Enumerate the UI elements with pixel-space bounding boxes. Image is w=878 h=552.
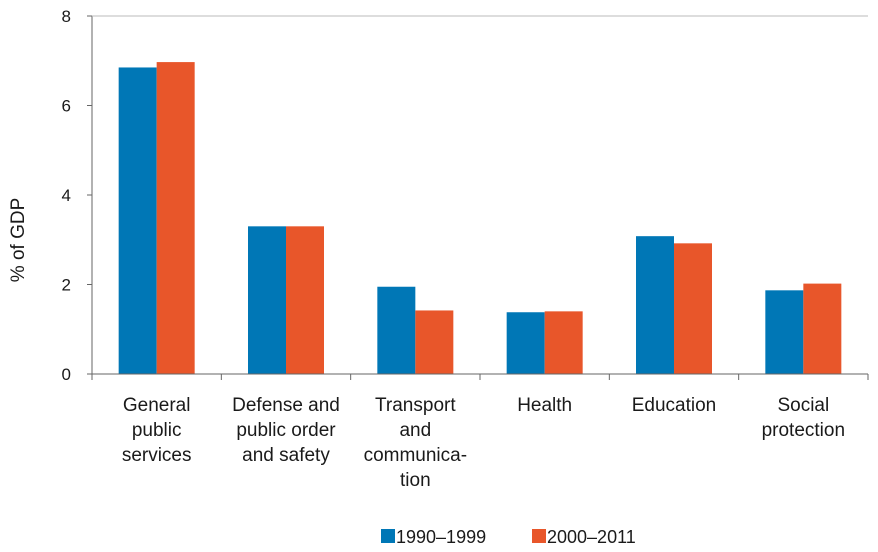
bar [636,236,674,374]
legend-label: 1990–1999 [396,527,486,547]
x-category-label: Defense and public order and safety [232,395,340,466]
bar [118,67,157,375]
bar [286,226,324,374]
y-axis-title: % of GDP [8,198,29,282]
legend-swatch [532,529,546,543]
x-category-label: Social protection [762,395,845,441]
category-labels: General public services Defense and public o… [122,395,845,491]
legend: 1990–1999 2000–2011 [381,527,636,547]
axes [91,15,869,380]
bars [118,62,842,375]
y-axis-ticks: 0 2 4 6 8 [62,7,92,384]
bar [765,290,804,374]
x-category-label: General public services [122,395,192,466]
bar [674,243,712,374]
bar [803,283,842,374]
y-tick-label: 6 [62,97,71,116]
bar [156,62,195,374]
y-tick-label: 0 [62,365,71,384]
legend-label: 2000–2011 [547,527,636,547]
bar [415,310,454,374]
bar [248,226,286,374]
bar [506,312,545,374]
y-tick-label: 2 [62,276,71,295]
x-category-label: Education [632,395,717,416]
x-category-label: Health [517,395,572,416]
y-tick-label: 4 [62,186,71,205]
x-category-label: Transport and communica-tion [364,395,467,491]
bar [377,286,416,374]
bar [544,311,583,374]
legend-swatch [381,529,395,543]
y-tick-label: 8 [62,7,71,26]
